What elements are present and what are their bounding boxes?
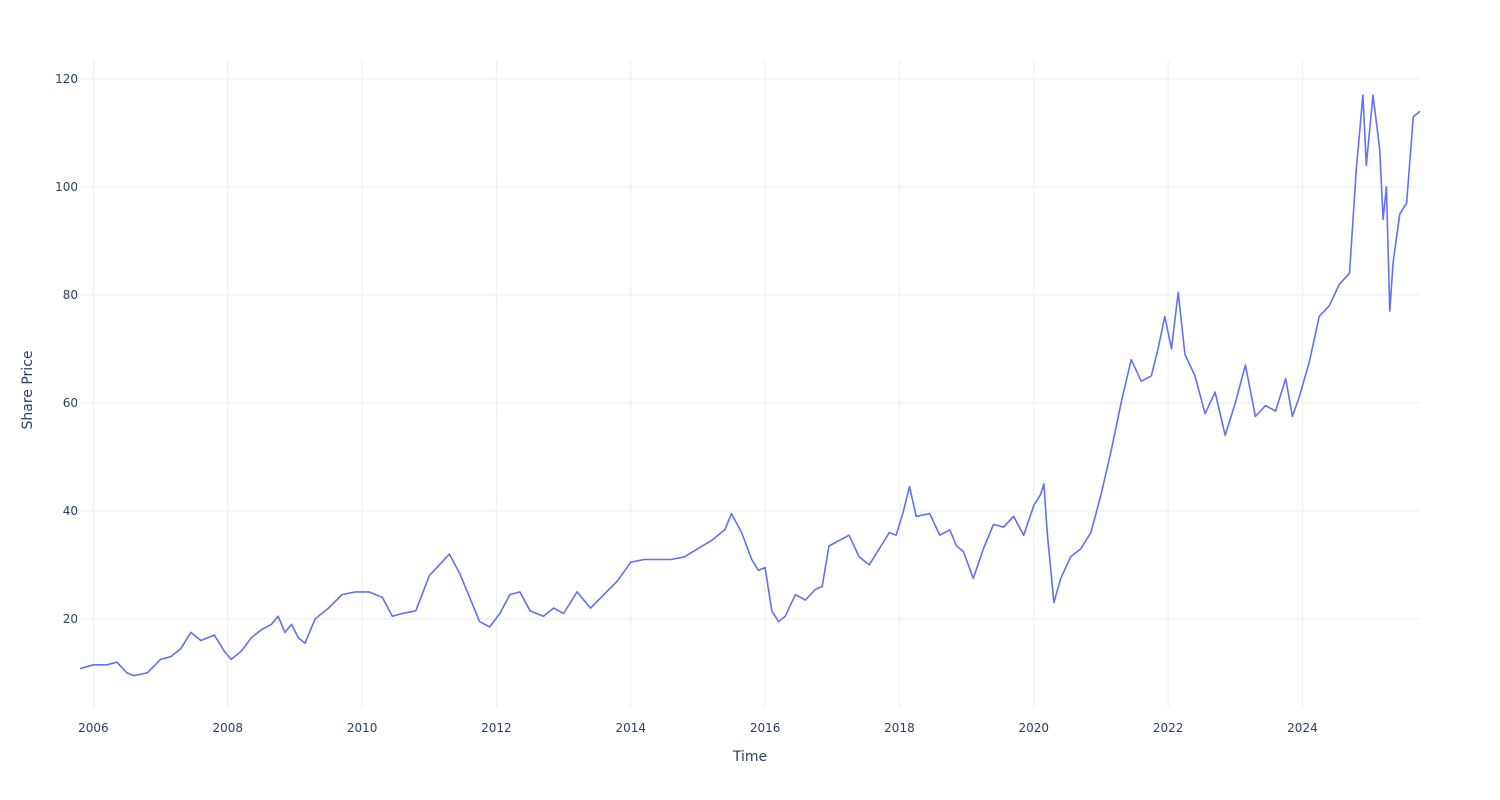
y-tick-label: 80 <box>63 288 78 302</box>
x-tick-label: 2006 <box>78 721 109 735</box>
share-price-line <box>79 94 1421 677</box>
x-tick-label: 2020 <box>1019 721 1050 735</box>
y-tick-label: 120 <box>55 72 78 86</box>
y-tick-label: 20 <box>63 612 78 626</box>
y-tick-label: 100 <box>55 180 78 194</box>
series-group <box>79 94 1421 677</box>
y-axis-title: Share Price <box>20 350 36 429</box>
x-tick-label: 2014 <box>616 721 647 735</box>
y-tick-label: 60 <box>63 396 78 410</box>
x-axis-title: Time <box>732 749 767 765</box>
y-axis-ticks: 20 40 60 80 100 120 <box>55 72 78 626</box>
x-axis-ticks: 2006 2008 2010 2012 2014 2016 2018 2020 2022 2024 <box>78 721 1318 735</box>
x-tick-label: 2022 <box>1153 721 1184 735</box>
x-tick-label: 2008 <box>212 721 243 735</box>
horizontal-gridlines <box>80 78 1420 620</box>
x-tick-label: 2018 <box>884 721 915 735</box>
x-tick-label: 2024 <box>1287 721 1318 735</box>
x-tick-label: 2016 <box>750 721 781 735</box>
x-tick-label: 2012 <box>481 721 512 735</box>
y-tick-label: 40 <box>63 504 78 518</box>
vertical-gridlines <box>92 60 1303 708</box>
x-tick-label: 2010 <box>347 721 378 735</box>
